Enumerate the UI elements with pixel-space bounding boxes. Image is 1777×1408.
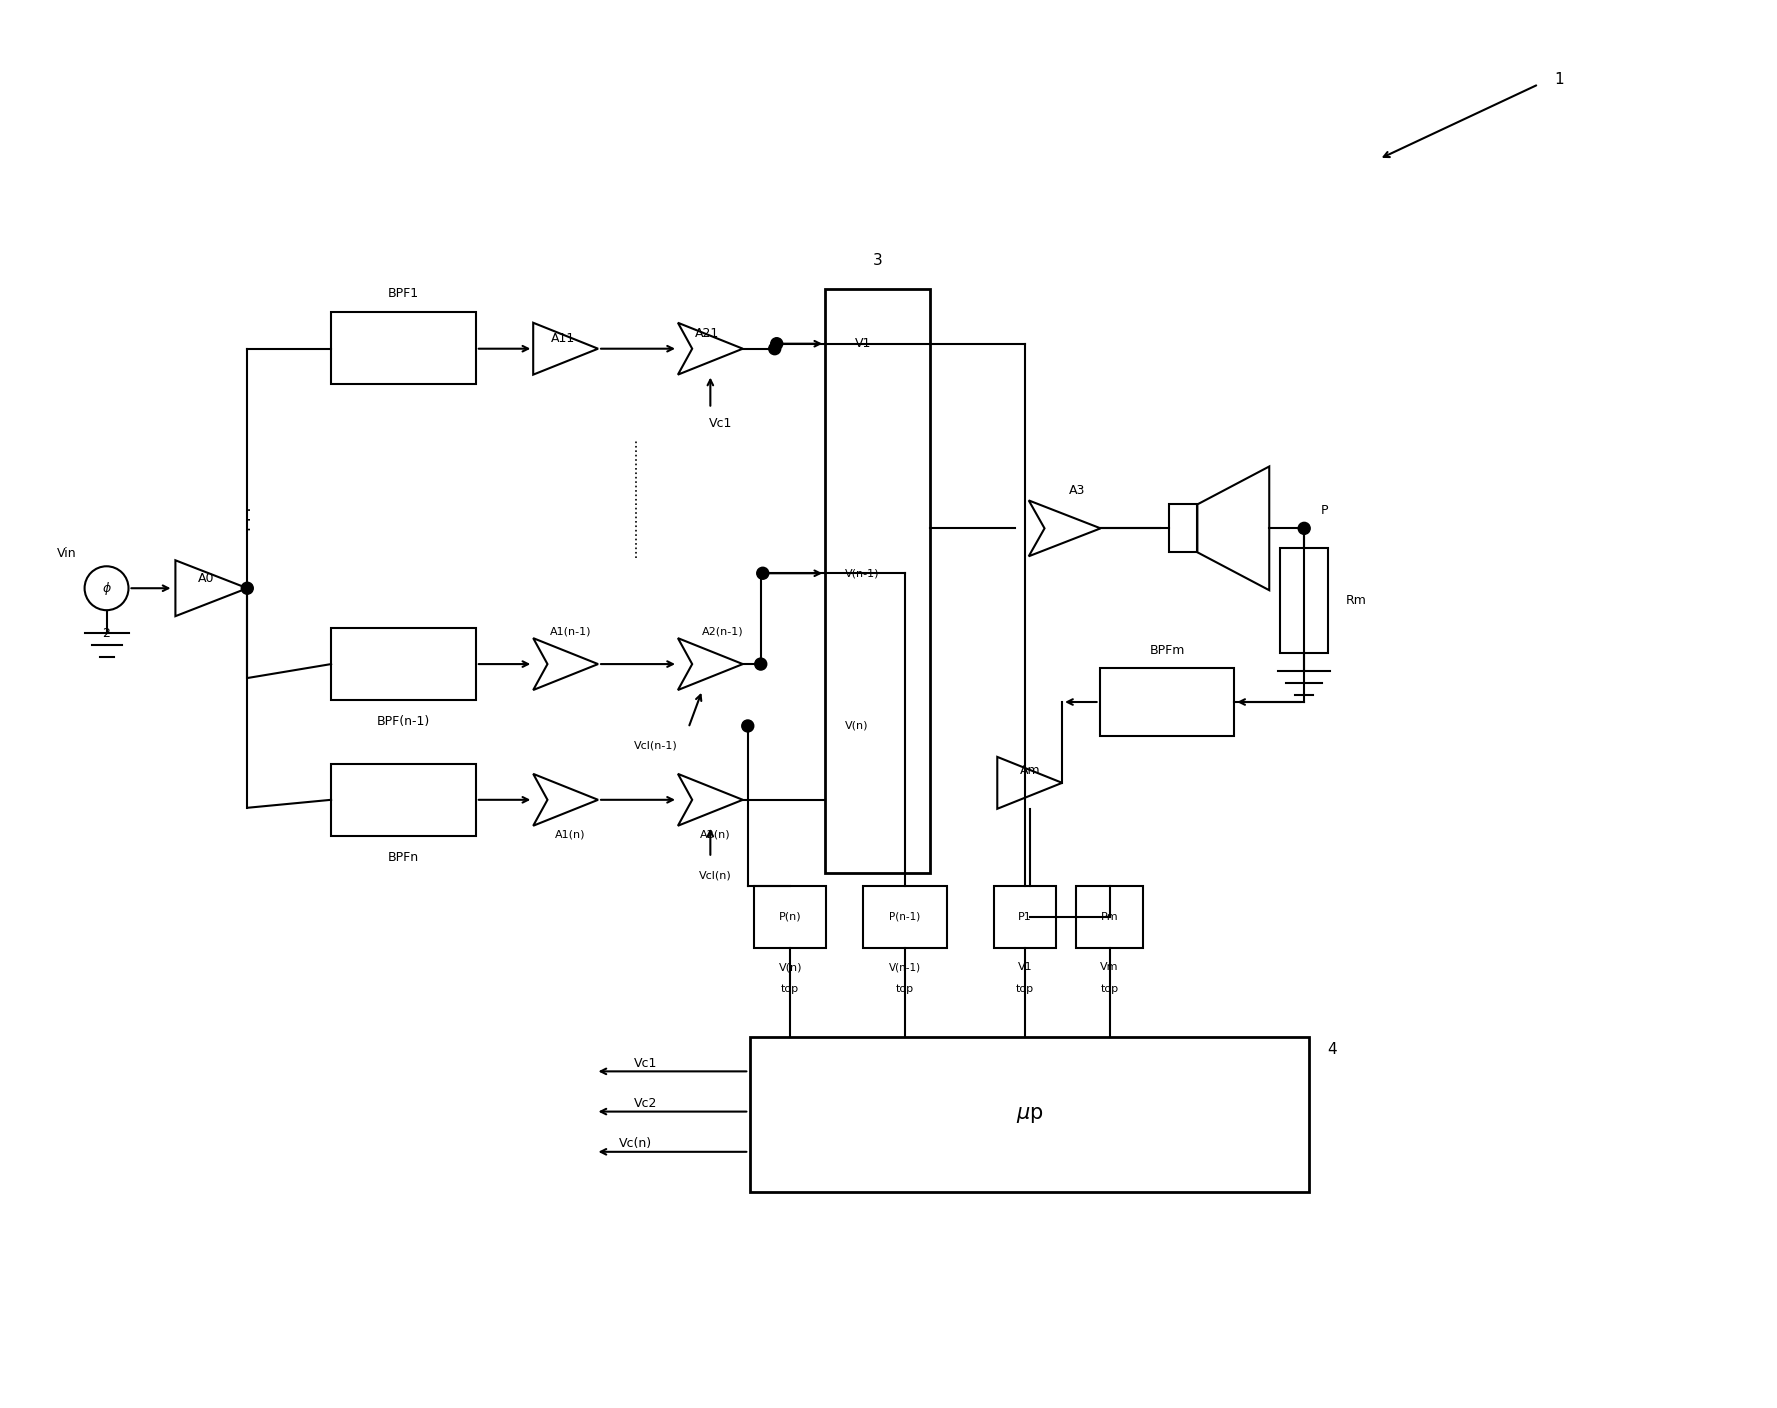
Polygon shape: [677, 774, 743, 825]
Circle shape: [771, 338, 782, 349]
Circle shape: [741, 719, 753, 732]
Text: A1(n-1): A1(n-1): [549, 627, 592, 636]
Polygon shape: [533, 638, 599, 690]
Text: Vin: Vin: [57, 546, 76, 560]
Text: top: top: [896, 984, 913, 994]
Circle shape: [769, 342, 780, 355]
Polygon shape: [533, 774, 599, 825]
Text: . . .: . . .: [238, 507, 254, 531]
Text: BPF(n-1): BPF(n-1): [377, 715, 430, 728]
Text: top: top: [1016, 984, 1034, 994]
Polygon shape: [1198, 466, 1269, 590]
Text: Rm: Rm: [1345, 594, 1367, 607]
Text: V1: V1: [1018, 963, 1032, 973]
FancyBboxPatch shape: [1169, 504, 1198, 552]
Text: Vc(n): Vc(n): [618, 1138, 652, 1150]
Text: 1: 1: [1553, 72, 1564, 87]
Text: Vcl(n-1): Vcl(n-1): [634, 741, 677, 750]
Text: Vc1: Vc1: [709, 417, 732, 429]
Text: A11: A11: [551, 332, 574, 345]
FancyBboxPatch shape: [1075, 886, 1143, 948]
Text: 3: 3: [873, 253, 883, 269]
Circle shape: [755, 658, 766, 670]
Text: 4: 4: [1327, 1042, 1336, 1057]
Text: Vcl(n): Vcl(n): [698, 870, 732, 880]
FancyBboxPatch shape: [1100, 667, 1235, 736]
Text: P: P: [1320, 504, 1327, 517]
Text: V(n): V(n): [846, 721, 869, 731]
Text: A1(n): A1(n): [556, 829, 586, 839]
Circle shape: [242, 583, 254, 594]
Polygon shape: [1029, 500, 1100, 556]
Text: P1: P1: [1018, 911, 1032, 922]
Text: P(n): P(n): [778, 911, 801, 922]
Text: V1: V1: [855, 337, 871, 351]
Text: $\phi$: $\phi$: [101, 580, 112, 597]
Text: Vc1: Vc1: [634, 1057, 657, 1070]
Circle shape: [1299, 522, 1310, 534]
Text: V(n): V(n): [778, 963, 801, 973]
Text: A0: A0: [197, 572, 215, 584]
Text: P(n-1): P(n-1): [888, 911, 920, 922]
Text: BPFn: BPFn: [387, 852, 419, 865]
Text: top: top: [1100, 984, 1120, 994]
Text: BPF1: BPF1: [387, 287, 419, 300]
Polygon shape: [997, 758, 1063, 808]
Text: $\mu$p: $\mu$p: [1016, 1105, 1043, 1125]
Text: V(n-1): V(n-1): [888, 963, 920, 973]
Text: A3: A3: [1068, 484, 1084, 497]
FancyBboxPatch shape: [753, 886, 826, 948]
Text: A21: A21: [695, 327, 720, 341]
FancyBboxPatch shape: [825, 289, 929, 873]
Text: Am: Am: [1020, 765, 1040, 777]
Text: Vm: Vm: [1100, 963, 1120, 973]
Text: BPFm: BPFm: [1150, 643, 1185, 656]
Text: top: top: [782, 984, 800, 994]
Circle shape: [757, 567, 769, 579]
FancyBboxPatch shape: [750, 1038, 1310, 1193]
Circle shape: [85, 566, 128, 610]
Text: Vc2: Vc2: [634, 1097, 657, 1110]
FancyBboxPatch shape: [331, 311, 476, 383]
Text: 2: 2: [103, 627, 110, 639]
Polygon shape: [176, 560, 247, 617]
Text: A2(n-1): A2(n-1): [702, 627, 743, 636]
Text: A2(n): A2(n): [700, 829, 730, 839]
Polygon shape: [677, 322, 743, 375]
Text: Pm: Pm: [1100, 911, 1118, 922]
Text: V(n-1): V(n-1): [846, 569, 880, 579]
FancyBboxPatch shape: [331, 765, 476, 836]
FancyBboxPatch shape: [862, 886, 947, 948]
Polygon shape: [677, 638, 743, 690]
FancyBboxPatch shape: [1279, 548, 1327, 653]
FancyBboxPatch shape: [993, 886, 1056, 948]
FancyBboxPatch shape: [331, 628, 476, 700]
Polygon shape: [533, 322, 599, 375]
